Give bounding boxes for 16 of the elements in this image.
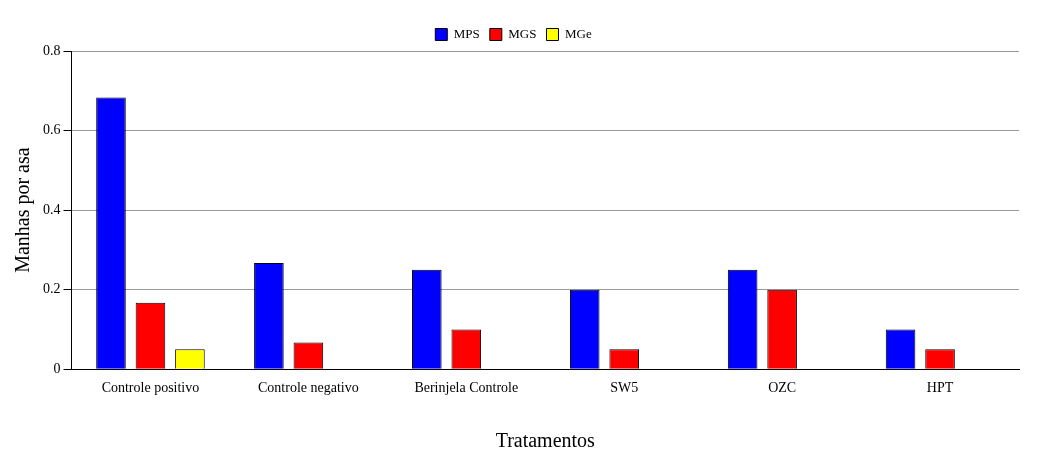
legend-label: MGe xyxy=(564,25,592,41)
x-tick-label: Controle positivo xyxy=(101,380,200,396)
y-tick-label: 0.8 xyxy=(43,42,61,58)
y-axis-title: Manhas por asa xyxy=(11,147,35,273)
x-tick-label: Controle negativo xyxy=(258,380,359,396)
x-tick-label: SW5 xyxy=(610,380,639,396)
x-tick-label: Berinjela Controle xyxy=(414,380,519,396)
x-axis-title: Tratamentos xyxy=(495,429,596,452)
y-tick-label: 0.6 xyxy=(43,122,61,138)
y-tick-label: 0 xyxy=(53,360,61,376)
legend-label: MPS xyxy=(453,25,480,41)
y-tick-label: 0.2 xyxy=(43,281,61,297)
legend-label: MGS xyxy=(508,25,537,41)
x-tick-label: OZC xyxy=(768,380,797,396)
x-tick-label: HPT xyxy=(926,380,954,396)
y-tick-label: 0.4 xyxy=(43,201,61,217)
